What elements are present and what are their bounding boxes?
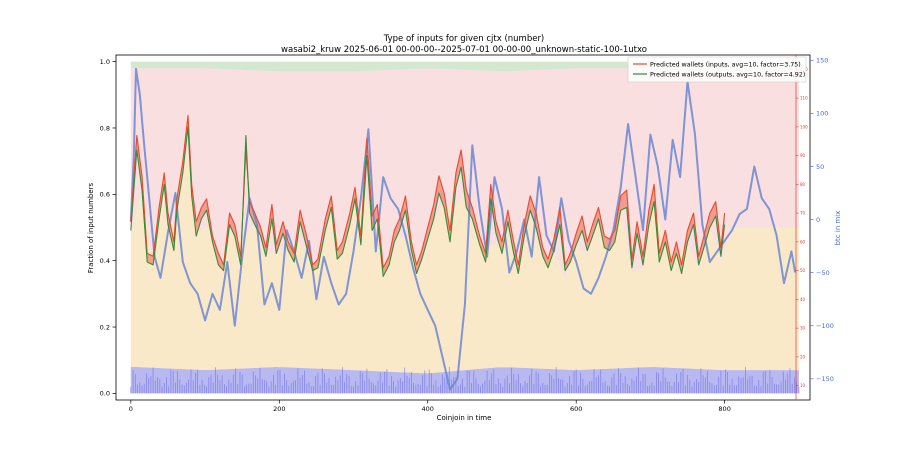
wallet-tick-label: 90 xyxy=(800,153,806,158)
btc-tick-label: −150 xyxy=(816,375,834,383)
wallet-tick-label: 20 xyxy=(800,354,806,359)
series-line-predicted-wallets-inputs xyxy=(130,114,726,269)
wallet-tick-label: 110 xyxy=(800,96,808,101)
wallet-tick-label: 70 xyxy=(800,211,806,216)
btc-tick-label: 50 xyxy=(816,163,824,171)
legend-box xyxy=(627,56,807,83)
x-tick-label: 400 xyxy=(422,405,434,413)
y-tick-label: 0.8 xyxy=(100,124,110,132)
y-axis-label: Fraction of input numbers xyxy=(87,182,95,273)
x-tick-label: 800 xyxy=(718,405,730,413)
btc-tick-label: −100 xyxy=(816,322,834,330)
wallet-tick-label: 60 xyxy=(800,239,806,244)
wallet-tick-label: 100 xyxy=(800,124,808,129)
series-line-btc-in-mix xyxy=(129,67,797,391)
wallet-tick-label: 10 xyxy=(800,383,806,388)
btc-tick-label: 150 xyxy=(816,57,828,65)
chart-title: Type of inputs for given cjtx (number) xyxy=(383,34,545,44)
y-tick-label: 0.4 xyxy=(100,257,110,265)
y-tick-label: 0.2 xyxy=(100,323,110,331)
y-tick-label: 0.6 xyxy=(100,191,110,199)
legend-label-inputs: Predicted wallets (inputs, avg=10, facto… xyxy=(650,62,801,69)
x-tick-label: 200 xyxy=(273,405,285,413)
area-band-orange xyxy=(130,146,799,374)
legend-label-outputs: Predicted wallets (outputs, avg=10, fact… xyxy=(650,72,805,79)
plot-frame xyxy=(115,54,811,401)
x-tick-label: 0 xyxy=(129,405,133,413)
y-axis-right-label: btc in mix xyxy=(834,211,842,246)
wallet-tick-label: 30 xyxy=(800,326,806,331)
wallet-tick-label: 40 xyxy=(800,297,806,302)
wallet-tick-label: 80 xyxy=(800,182,806,187)
y-tick-label: 0.0 xyxy=(100,390,110,398)
x-axis-label: Coinjoin in time xyxy=(437,414,492,422)
btc-tick-label: 100 xyxy=(816,110,828,118)
legend: Predicted wallets (inputs, avg=10, facto… xyxy=(627,56,807,83)
btc-tick-label: −50 xyxy=(816,269,830,277)
btc-tick-label: 0 xyxy=(816,216,820,224)
wallet-tick-label: 50 xyxy=(800,268,806,273)
series-line-predicted-wallets-outputs xyxy=(130,126,726,277)
y-tick-label: 1.0 xyxy=(100,58,110,66)
x-tick-label: 600 xyxy=(570,405,582,413)
plot-layer: 0 200 400 600 8000.00.20.40.60.81.0102030405… xyxy=(100,54,834,413)
chart-subtitle: wasabi2_kruw 2025-06-01 00-00-00--2025-0… xyxy=(281,45,647,55)
